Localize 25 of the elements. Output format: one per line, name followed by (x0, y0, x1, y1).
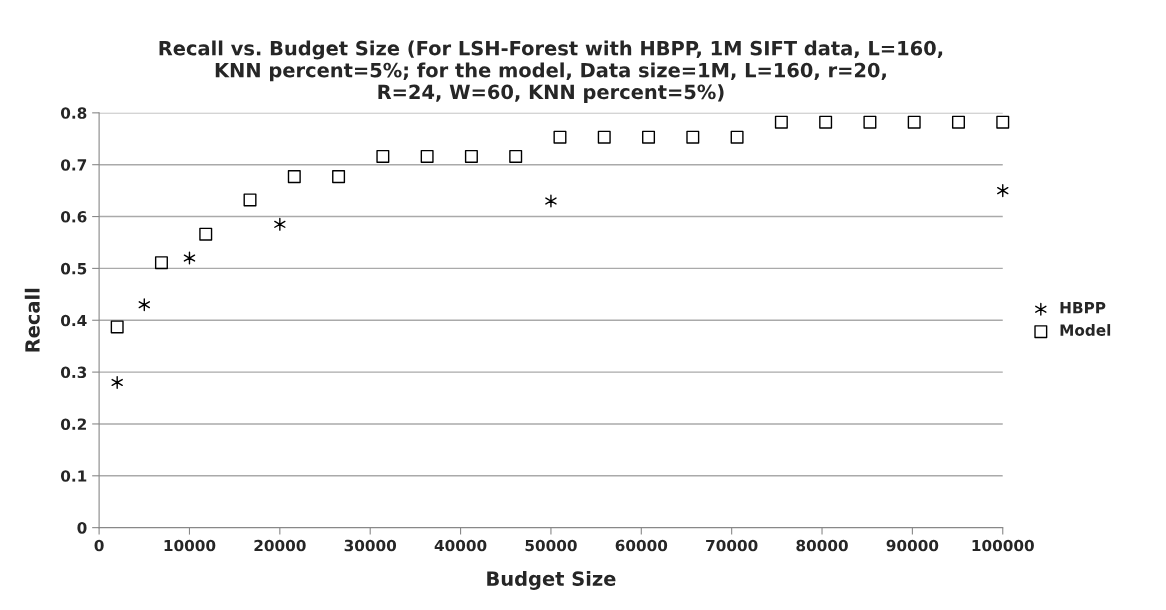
x-tick-label: 60000 (615, 539, 668, 552)
x-tick-label: 40000 (434, 539, 487, 552)
y-tick-label: 0 (77, 522, 87, 534)
y-axis-title: Recall (24, 288, 40, 352)
x-tick-label: 0 (94, 539, 104, 552)
chart-title: Recall vs. Budget Size (For LSH-Forest with HBPP, 1M SIFT data, L=160, KNN percent=5%; for the model, Data size=1M, L=160, r=20, R=24, W=60, KNN percent=5%) (159, 40, 943, 103)
y-tick-label: 0.3 (60, 366, 87, 379)
x-tick-label: 20000 (254, 539, 306, 552)
y-tick-label: 0.6 (60, 211, 87, 223)
x-tick-label: 90000 (886, 539, 939, 552)
x-tick-label: 30000 (344, 539, 397, 552)
y-tick-label: 0.4 (60, 314, 87, 327)
legend-label: Model (1060, 324, 1111, 336)
y-tick-label: 0.8 (60, 107, 87, 119)
x-tick-label: 100000 (972, 539, 1034, 552)
legend-label: HBPP (1060, 302, 1106, 314)
x-tick-label: 50000 (525, 539, 577, 552)
x-tick-label: 10000 (164, 539, 216, 552)
y-tick-label: 0.1 (60, 470, 87, 482)
x-axis-title: Budget Size (487, 570, 616, 590)
y-tick-label: 0.5 (60, 262, 87, 275)
x-tick-label: 70000 (706, 539, 758, 552)
y-tick-label: 0.2 (60, 418, 86, 430)
x-tick-label: 80000 (796, 539, 848, 552)
y-tick-label: 0.7 (60, 159, 87, 171)
